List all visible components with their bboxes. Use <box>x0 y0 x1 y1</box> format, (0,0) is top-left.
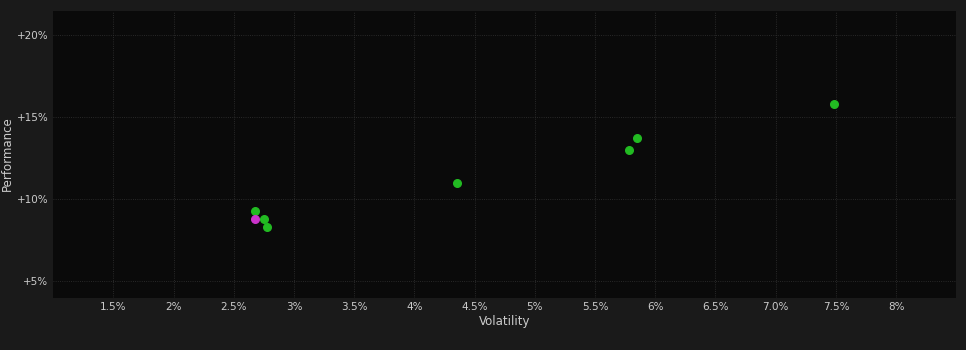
Point <box>247 216 263 222</box>
Point <box>256 216 271 222</box>
Point <box>247 208 263 213</box>
X-axis label: Volatility: Volatility <box>479 315 530 328</box>
Y-axis label: Performance: Performance <box>1 117 14 191</box>
Point <box>621 147 637 153</box>
Point <box>449 180 465 186</box>
Point <box>260 224 275 230</box>
Point <box>826 101 841 107</box>
Point <box>630 135 645 141</box>
